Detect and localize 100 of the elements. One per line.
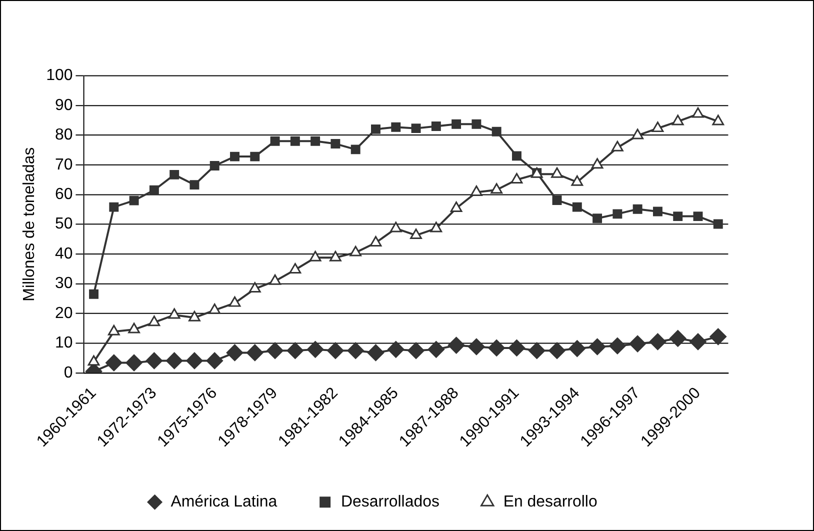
point xyxy=(387,340,404,358)
point xyxy=(286,342,304,360)
point xyxy=(430,222,442,232)
point xyxy=(450,202,462,212)
point xyxy=(168,308,180,319)
point xyxy=(510,173,523,184)
point xyxy=(551,167,563,178)
y-tick-label: 60 xyxy=(54,186,73,203)
point xyxy=(109,202,119,212)
point xyxy=(673,212,683,222)
point xyxy=(367,344,384,362)
point xyxy=(371,124,380,134)
point xyxy=(148,316,160,326)
y-tick-label: 20 xyxy=(54,304,73,322)
y-tick-label: 0 xyxy=(64,364,73,382)
point xyxy=(608,337,626,354)
point xyxy=(669,330,686,347)
point xyxy=(270,136,280,146)
point xyxy=(592,214,602,224)
point xyxy=(410,228,422,240)
point xyxy=(712,114,724,126)
point xyxy=(129,196,139,206)
point xyxy=(588,338,606,356)
point xyxy=(490,183,503,194)
point xyxy=(632,204,642,214)
point xyxy=(186,352,203,370)
point xyxy=(408,342,424,360)
point xyxy=(206,352,224,370)
point xyxy=(310,136,320,146)
point xyxy=(629,335,646,352)
point xyxy=(290,136,300,146)
point xyxy=(128,322,140,334)
point xyxy=(190,180,200,190)
point xyxy=(512,151,522,161)
point xyxy=(330,250,342,262)
y-tick-label: 70 xyxy=(54,156,73,174)
point xyxy=(266,342,284,360)
y-tick-label: 10 xyxy=(54,334,73,352)
y-tick-label: 100 xyxy=(46,67,73,84)
point xyxy=(468,338,485,356)
point xyxy=(330,139,340,148)
point xyxy=(652,206,662,216)
point xyxy=(492,126,502,136)
point xyxy=(226,344,244,362)
point xyxy=(591,158,604,169)
point xyxy=(692,107,704,118)
point xyxy=(248,282,261,293)
point xyxy=(672,114,684,126)
point xyxy=(632,128,644,140)
point xyxy=(488,339,506,356)
point xyxy=(350,144,360,154)
point xyxy=(431,122,441,131)
point xyxy=(105,354,122,372)
y-tick-label: 30 xyxy=(54,275,73,292)
legend-label: Desarrollados xyxy=(341,494,440,510)
point xyxy=(149,185,159,195)
point xyxy=(188,310,200,322)
point xyxy=(448,336,465,354)
point xyxy=(210,161,220,170)
point xyxy=(370,236,382,246)
point xyxy=(250,152,260,162)
point xyxy=(309,250,322,262)
point xyxy=(548,342,566,360)
point xyxy=(289,263,302,274)
point xyxy=(652,122,664,132)
y-tick-label: 50 xyxy=(54,216,73,233)
point xyxy=(572,202,582,212)
point xyxy=(612,209,622,219)
point xyxy=(350,246,362,256)
point xyxy=(246,344,264,362)
point xyxy=(568,340,586,358)
point xyxy=(88,355,100,366)
point xyxy=(89,289,98,299)
point xyxy=(428,340,445,358)
point xyxy=(649,333,666,350)
point xyxy=(269,274,281,285)
y-tick-label: 90 xyxy=(54,96,73,114)
point xyxy=(508,339,526,356)
y-tick-label: 80 xyxy=(54,126,73,144)
point xyxy=(108,324,120,336)
point xyxy=(690,333,706,350)
point xyxy=(452,119,462,129)
point xyxy=(612,140,624,152)
legend-label: En desarrollo xyxy=(503,494,598,510)
point xyxy=(170,170,180,180)
point xyxy=(347,342,364,360)
point xyxy=(306,340,324,358)
point xyxy=(411,124,421,134)
point xyxy=(528,342,546,360)
point xyxy=(693,212,703,222)
point xyxy=(208,303,221,314)
point xyxy=(390,222,402,232)
y-axis-title: Millones de toneladas xyxy=(20,147,38,302)
legend-label: América Latina xyxy=(170,494,278,510)
point xyxy=(126,354,143,372)
point xyxy=(470,185,482,196)
point xyxy=(230,152,240,162)
point xyxy=(228,296,241,307)
point xyxy=(391,122,401,132)
y-tick-label: 40 xyxy=(54,245,73,262)
